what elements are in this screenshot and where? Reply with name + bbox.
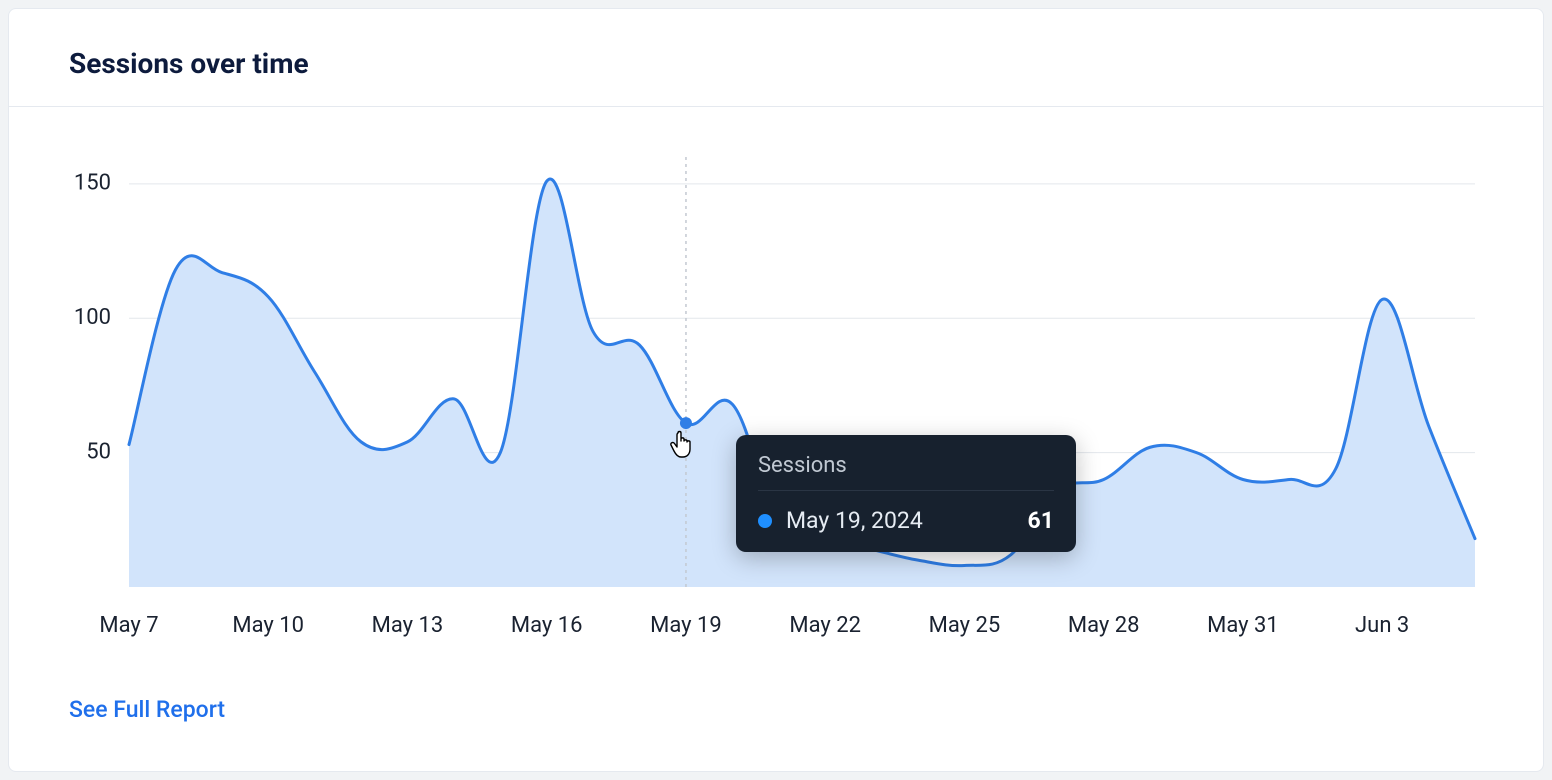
see-full-report-link[interactable]: See Full Report xyxy=(69,696,225,723)
svg-text:Jun 3: Jun 3 xyxy=(1355,613,1409,638)
svg-text:May 25: May 25 xyxy=(929,613,1001,638)
svg-text:May 28: May 28 xyxy=(1068,613,1140,638)
sessions-card: Sessions over time 50 100 150 May 7 May 10 Ma… xyxy=(8,8,1544,772)
svg-text:100: 100 xyxy=(74,305,111,330)
svg-text:May 31: May 31 xyxy=(1207,613,1279,638)
svg-text:May 19: May 19 xyxy=(650,613,722,638)
svg-text:150: 150 xyxy=(74,171,111,196)
svg-text:May 10: May 10 xyxy=(232,613,304,638)
card-header: Sessions over time xyxy=(9,9,1543,107)
svg-text:May 13: May 13 xyxy=(372,613,444,638)
svg-text:May 16: May 16 xyxy=(511,613,583,638)
svg-text:May 22: May 22 xyxy=(789,613,861,638)
svg-text:50: 50 xyxy=(86,439,111,464)
card-title: Sessions over time xyxy=(69,47,1483,80)
chart-container: 50 100 150 May 7 May 10 May 13 May 16 May 19 May… xyxy=(9,107,1543,657)
svg-text:May 7: May 7 xyxy=(99,613,158,638)
chart-area[interactable]: 50 100 150 May 7 May 10 May 13 May 16 May 19 May… xyxy=(69,147,1483,657)
sessions-area-chart[interactable]: 50 100 150 May 7 May 10 May 13 May 16 May 19 May… xyxy=(69,147,1485,657)
